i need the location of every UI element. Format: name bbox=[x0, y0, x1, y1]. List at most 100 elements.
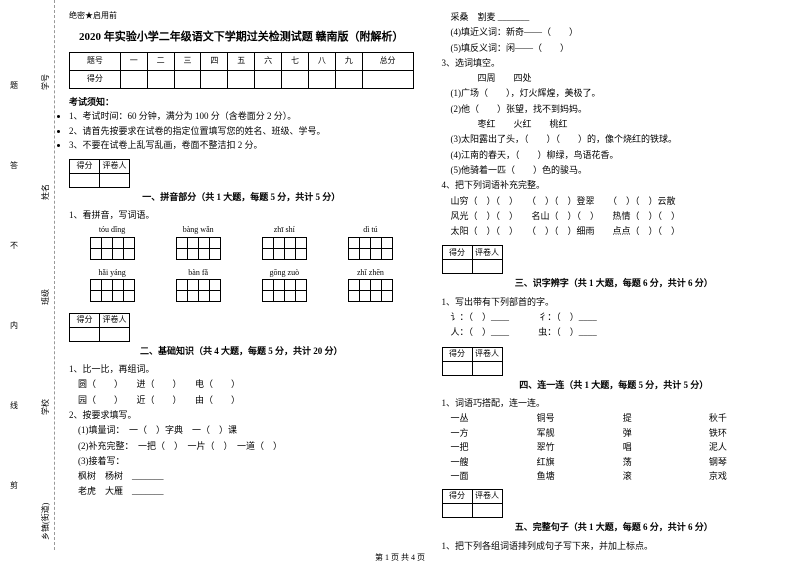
td-e[interactable] bbox=[174, 71, 201, 89]
score-header-row: 题号 一 二 三 四 五 六 七 八 九 总分 bbox=[70, 53, 414, 71]
section-4-heading: 四、连一连（共 1 大题，每题 5 分，共计 5 分） bbox=[442, 378, 787, 392]
grid-box[interactable] bbox=[176, 279, 221, 302]
m-e[interactable] bbox=[442, 504, 472, 518]
s2-c: (3)接着写： bbox=[69, 454, 414, 469]
left-column: 绝密★启用前 2020 年实验小学二年级语文下学期过关检测试题 赣南版（附解析）… bbox=[55, 0, 428, 550]
m-e[interactable] bbox=[70, 173, 100, 187]
c: 铁环 bbox=[700, 426, 786, 440]
grid-box[interactable] bbox=[90, 237, 135, 260]
td-e[interactable] bbox=[228, 71, 255, 89]
th-9: 九 bbox=[335, 53, 362, 71]
m-grader: 评卷人 bbox=[100, 159, 130, 173]
c: 一丛 bbox=[442, 411, 528, 425]
c: 钢琴 bbox=[700, 455, 786, 469]
grid-box[interactable] bbox=[176, 237, 221, 260]
m-e[interactable] bbox=[472, 260, 502, 274]
m-grader: 评卷人 bbox=[472, 246, 502, 260]
m-score: 得分 bbox=[442, 490, 472, 504]
inner-char: 内 bbox=[10, 320, 18, 331]
th-10: 总分 bbox=[362, 53, 413, 71]
r-top-2: (4)填近义词：新奇——（ ） bbox=[442, 25, 787, 40]
m-e[interactable] bbox=[70, 327, 100, 341]
grid-box[interactable] bbox=[262, 237, 307, 260]
field-id: 学号 bbox=[40, 74, 51, 90]
m-e[interactable] bbox=[442, 260, 472, 274]
line-char: 线 bbox=[10, 400, 18, 411]
td-e[interactable] bbox=[255, 71, 282, 89]
td-e[interactable] bbox=[147, 71, 174, 89]
section-5-heading: 五、完整句子（共 1 大题，每题 6 分，共计 6 分） bbox=[442, 520, 787, 534]
r-q4: 4、把下列词语补充完整。 bbox=[442, 178, 787, 193]
page-container: 乡镇(街道) 学校 班级 姓名 学号 剪 线 内 不 答 题 绝密★启用前 20… bbox=[0, 0, 800, 550]
p3: zhī shí bbox=[241, 224, 327, 264]
s2-l2: 园（ ） 近（ ） 由（ ） bbox=[69, 393, 414, 408]
pinyin-row-2: hǎi yáng bàn fǎ gōng zuò zhǐ zhēn bbox=[69, 267, 414, 307]
c: 一把 bbox=[442, 440, 528, 454]
r-g2: 枣红 火红 桃红 bbox=[442, 117, 787, 132]
field-school: 学校 bbox=[40, 399, 51, 415]
grid-box[interactable] bbox=[348, 237, 393, 260]
td-e[interactable] bbox=[362, 71, 413, 89]
r-g2-1: (3)太阳露出了头，（ ）（ ）的，像个烧红的铁球。 bbox=[442, 132, 787, 147]
notice-list: 1、考试时间：60 分钟，满分为 100 分（含卷面分 2 分）。 2、请首先按… bbox=[69, 109, 414, 152]
s3-l2: 人：（ ）____ 虫：（ ）____ bbox=[442, 325, 787, 340]
th-0: 题号 bbox=[70, 53, 121, 71]
p1: tóu dǐng bbox=[69, 224, 155, 264]
td-e[interactable] bbox=[335, 71, 362, 89]
py: hǎi yáng bbox=[69, 267, 155, 280]
notice-3: 3、不要在试卷上乱写乱画，卷面不整洁扣 2 分。 bbox=[69, 138, 414, 152]
m-e[interactable] bbox=[472, 361, 502, 375]
m-score: 得分 bbox=[70, 159, 100, 173]
grid-box[interactable] bbox=[90, 279, 135, 302]
marker-box-4: 得分评卷人 bbox=[442, 347, 503, 376]
c: 滚 bbox=[614, 469, 700, 483]
r-g1-1: (1)广场（ ），灯火辉煌，美极了。 bbox=[442, 86, 787, 101]
s2-q1: 1、比一比，再组词。 bbox=[69, 362, 414, 377]
r-top-3: (5)填反义词：闲——（ ） bbox=[442, 41, 787, 56]
py: dì tú bbox=[327, 224, 413, 237]
no-char: 不 bbox=[10, 240, 18, 251]
s3-q: 1、写出带有下列部首的字。 bbox=[442, 295, 787, 310]
grid-box[interactable] bbox=[348, 279, 393, 302]
notice-heading: 考试须知： bbox=[69, 95, 414, 109]
m-e[interactable] bbox=[100, 173, 130, 187]
c: 提 bbox=[614, 411, 700, 425]
td-e[interactable] bbox=[201, 71, 228, 89]
td-e[interactable] bbox=[120, 71, 147, 89]
marker-box-2: 得分评卷人 bbox=[69, 313, 130, 342]
m-e[interactable] bbox=[442, 361, 472, 375]
m-e[interactable] bbox=[472, 504, 502, 518]
grid-box[interactable] bbox=[262, 279, 307, 302]
section-2-heading: 二、基础知识（共 4 大题，每题 5 分，共计 20 分） bbox=[69, 344, 414, 358]
c: 一面 bbox=[442, 469, 528, 483]
td-e[interactable] bbox=[282, 71, 309, 89]
th-3: 三 bbox=[174, 53, 201, 71]
c: 一艘 bbox=[442, 455, 528, 469]
marker-box-5: 得分评卷人 bbox=[442, 489, 503, 518]
p2: bàng wǎn bbox=[155, 224, 241, 264]
cut-char: 剪 bbox=[10, 480, 18, 491]
field-name: 姓名 bbox=[40, 184, 51, 200]
notice-1: 1、考试时间：60 分钟，满分为 100 分（含卷面分 2 分）。 bbox=[69, 109, 414, 123]
r-w3: 太阳（ ）（ ） （ ）（ ）细雨 点点（ ）（ ） bbox=[442, 224, 787, 239]
py: gōng zuò bbox=[241, 267, 327, 280]
marker-box-1: 得分评卷人 bbox=[69, 159, 130, 188]
cr2: 一方军舰弹铁环 bbox=[442, 426, 787, 440]
c: 荡 bbox=[614, 455, 700, 469]
c: 一方 bbox=[442, 426, 528, 440]
td-e[interactable] bbox=[308, 71, 335, 89]
c: 鱼塘 bbox=[528, 469, 614, 483]
m-grader: 评卷人 bbox=[472, 347, 502, 361]
r-w1: 山穷（ ）（ ） （ ）（ ）登翠 （ ）（ ）云散 bbox=[442, 194, 787, 209]
exam-title: 2020 年实验小学二年级语文下学期过关检测试题 赣南版（附解析） bbox=[69, 29, 414, 47]
p7: gōng zuò bbox=[241, 267, 327, 307]
cr4: 一艘红旗荡钢琴 bbox=[442, 455, 787, 469]
m-e[interactable] bbox=[100, 327, 130, 341]
th-6: 六 bbox=[255, 53, 282, 71]
r-g2-2: (4)江南的春天，（ ）柳绿，鸟语花香。 bbox=[442, 148, 787, 163]
m-score: 得分 bbox=[442, 246, 472, 260]
c: 京戏 bbox=[700, 469, 786, 483]
field-township: 乡镇(街道) bbox=[40, 503, 51, 540]
c: 秋千 bbox=[700, 411, 786, 425]
py: zhī shí bbox=[241, 224, 327, 237]
